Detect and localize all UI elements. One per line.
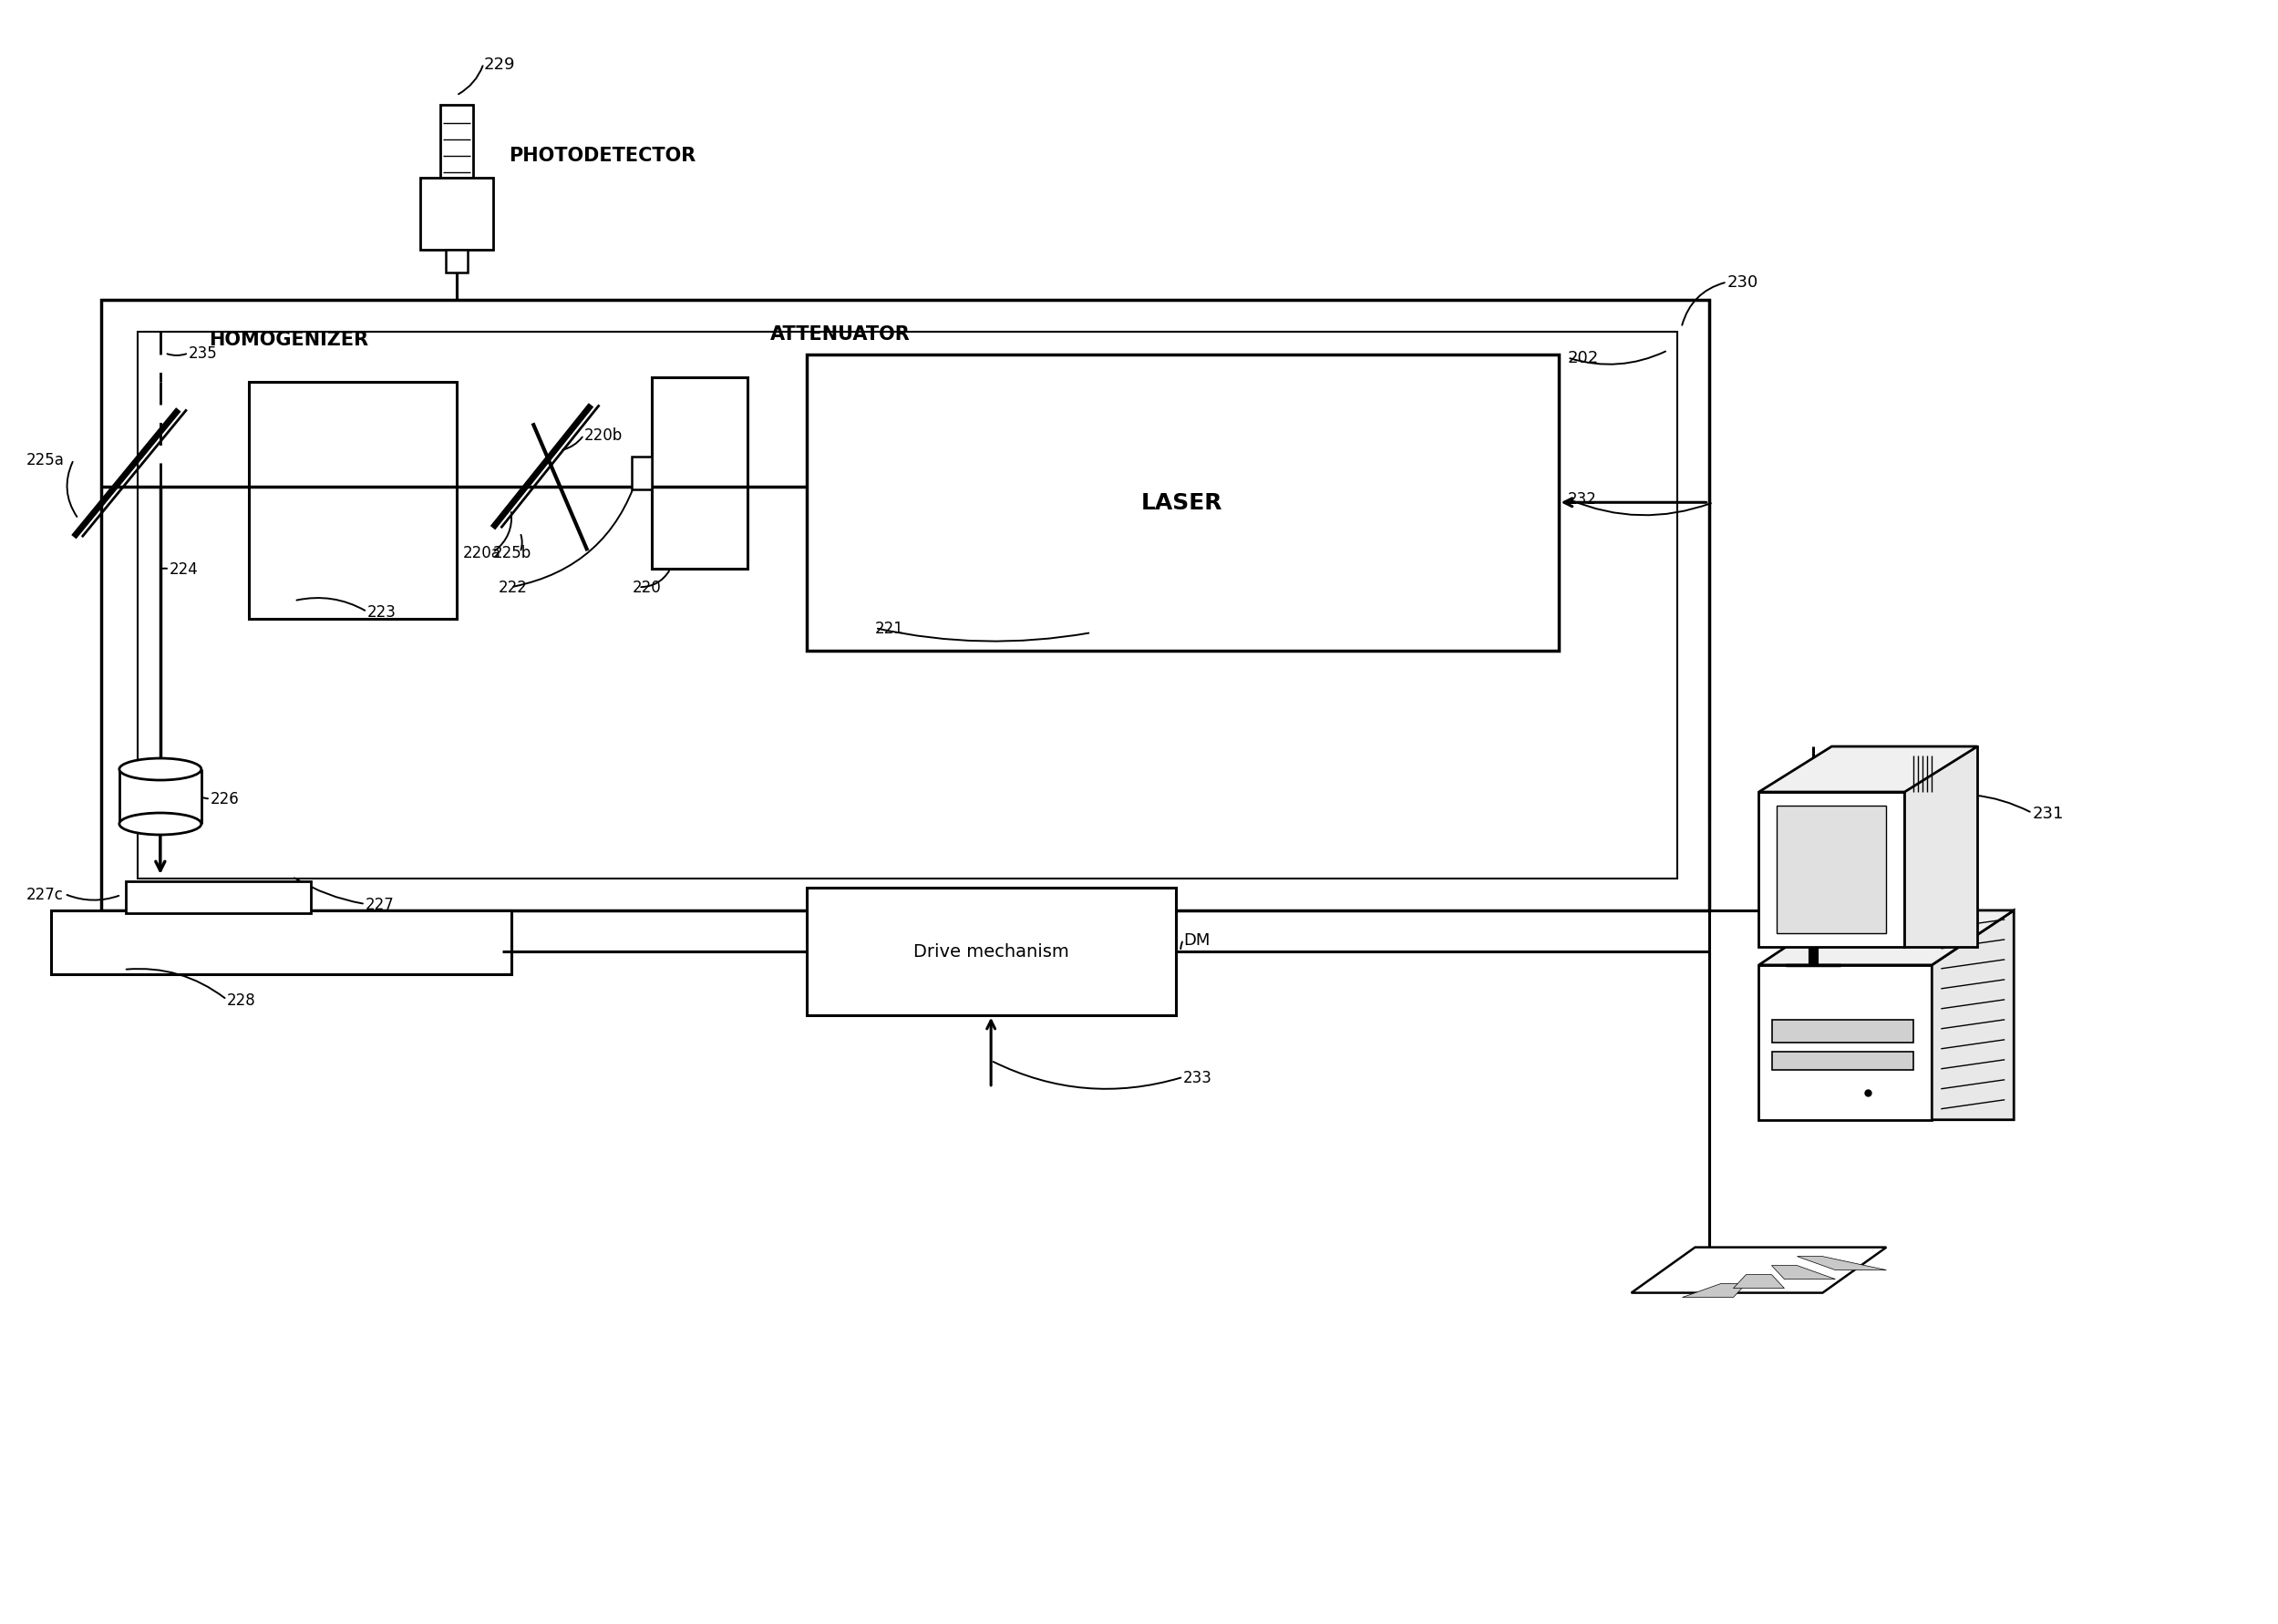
Polygon shape [1904, 747, 1977, 947]
Polygon shape [1759, 965, 1932, 1121]
Bar [1772, 1020, 1914, 1043]
Text: 227c: 227c [27, 887, 64, 903]
Polygon shape [1797, 1257, 1886, 1270]
Polygon shape [1759, 747, 1977, 793]
Bar [50, 911, 510, 974]
Bar [806, 356, 1558, 651]
Bar [118, 770, 200, 825]
Bar [631, 458, 652, 490]
Polygon shape [1772, 1265, 1836, 1280]
Bar [419, 179, 492, 252]
Polygon shape [1932, 911, 2014, 1121]
Polygon shape [1734, 1275, 1784, 1288]
Bar [1772, 1052, 1914, 1070]
Text: 202: 202 [1567, 351, 1599, 367]
Text: 225b: 225b [492, 546, 531, 562]
Polygon shape [1631, 1247, 1886, 1293]
Text: 226: 226 [210, 791, 239, 807]
Ellipse shape [118, 758, 200, 781]
Text: 223: 223 [367, 604, 396, 620]
Bar [440, 106, 474, 179]
Text: 233: 233 [1182, 1069, 1212, 1085]
Polygon shape [1683, 1285, 1745, 1298]
Bar [446, 252, 467, 274]
Text: 220a: 220a [462, 546, 501, 562]
Bar [125, 882, 310, 913]
Bar [806, 888, 1175, 1015]
Bar [137, 333, 1677, 879]
Text: 231: 231 [2032, 806, 2064, 822]
Text: 220b: 220b [583, 427, 622, 443]
Text: DM: DM [1182, 932, 1210, 948]
Text: 220: 220 [631, 580, 661, 596]
Text: 232: 232 [1567, 490, 1597, 508]
Text: HOMOGENIZER: HOMOGENIZER [210, 331, 369, 349]
Polygon shape [1759, 911, 2014, 965]
Text: 230: 230 [1727, 274, 1759, 291]
Text: 229: 229 [483, 57, 515, 73]
Text: ATTENUATOR: ATTENUATOR [770, 325, 911, 344]
Text: PHOTODETECTOR: PHOTODETECTOR [510, 146, 697, 164]
Bar [248, 383, 456, 619]
Polygon shape [1777, 806, 1886, 934]
Text: 222: 222 [499, 580, 526, 596]
Text: 224: 224 [169, 562, 198, 578]
Ellipse shape [118, 814, 200, 835]
Bar [100, 300, 1708, 911]
Text: 227: 227 [364, 896, 394, 913]
Text: 221: 221 [875, 620, 904, 637]
Text: 228: 228 [228, 992, 255, 1009]
Polygon shape [1759, 793, 1904, 947]
Text: 235: 235 [189, 346, 216, 362]
Text: 225a: 225a [27, 451, 64, 468]
Text: Drive mechanism: Drive mechanism [913, 944, 1068, 960]
Text: LASER: LASER [1141, 492, 1223, 513]
Bar [652, 378, 747, 570]
